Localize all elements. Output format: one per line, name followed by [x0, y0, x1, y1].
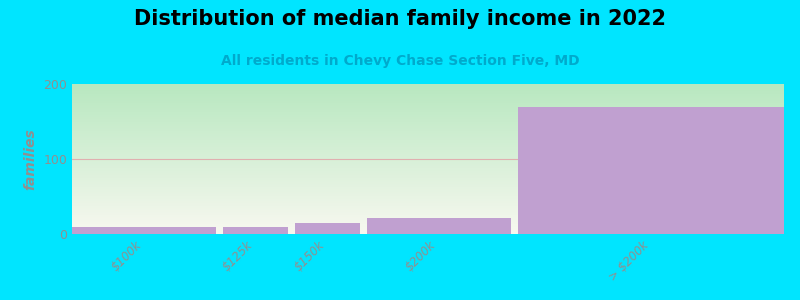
- Bar: [518, 106, 784, 234]
- Bar: [367, 218, 510, 234]
- Bar: [72, 226, 216, 234]
- Y-axis label: families: families: [24, 128, 38, 190]
- Bar: [295, 223, 360, 234]
- Text: All residents in Chevy Chase Section Five, MD: All residents in Chevy Chase Section Fiv…: [221, 54, 579, 68]
- Bar: [223, 226, 288, 234]
- Text: Distribution of median family income in 2022: Distribution of median family income in …: [134, 9, 666, 29]
